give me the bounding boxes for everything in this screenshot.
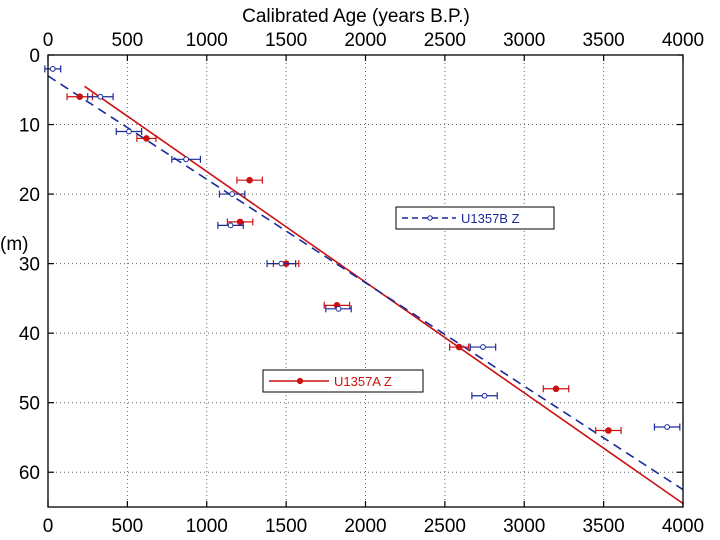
x-tick-label-bottom: 3000 (503, 516, 545, 537)
point-u1357b (653, 423, 681, 431)
point-u1357b (325, 305, 352, 313)
point-u1357b (217, 221, 244, 229)
marker (480, 344, 486, 350)
marker (455, 343, 463, 351)
grid-lines (48, 55, 683, 507)
fit-lines (47, 75, 684, 505)
point-u1357b (218, 190, 246, 198)
point-u1357b (471, 392, 498, 400)
legend-u1357b: U1357B Z (395, 206, 555, 230)
marker (236, 218, 244, 226)
legend-marker (427, 215, 433, 221)
x-tick-label-top: 1000 (186, 30, 228, 51)
point-u1357a (449, 343, 470, 351)
point-u1357b (87, 93, 114, 101)
x-tick-label-bottom: 0 (43, 516, 54, 537)
marker (278, 260, 285, 267)
marker (481, 392, 488, 399)
marker (126, 128, 132, 135)
x-tick-label-bottom: 1500 (265, 516, 307, 537)
data-points (44, 65, 681, 435)
marker (552, 385, 560, 393)
axis-ticks: 0050050010001000150015002000200025002500… (19, 30, 704, 537)
point-u1357b (44, 65, 62, 73)
legend-u1357a: U1357A Z (262, 369, 424, 393)
x-tick-label-bottom: 4000 (662, 516, 704, 537)
point-u1357a (542, 385, 570, 393)
y-axis-title: (m) (0, 234, 28, 255)
legend-marker (296, 377, 304, 385)
point-u1357a (136, 134, 157, 142)
y-tick-label: 30 (19, 255, 40, 276)
x-tick-label-bottom: 1000 (186, 516, 228, 537)
marker (49, 66, 56, 72)
marker (335, 305, 342, 312)
y-tick-label: 60 (19, 463, 40, 484)
point-u1357a (595, 427, 622, 435)
point-u1357b (171, 155, 201, 163)
point-u1357a (236, 176, 263, 184)
marker (229, 191, 236, 197)
legend-label: U1357B Z (461, 211, 520, 226)
marker (227, 222, 234, 229)
y-tick-label: 20 (19, 185, 40, 206)
legend-box (262, 369, 424, 393)
x-tick-label-bottom: 2000 (344, 516, 386, 537)
legend-box (395, 206, 555, 230)
y-tick-label: 10 (19, 116, 40, 137)
y-tick-label: 40 (19, 324, 40, 345)
point-u1357b (266, 260, 297, 268)
marker (246, 176, 253, 184)
x-tick-label-top: 3000 (503, 30, 545, 51)
y-tick-label: 50 (19, 394, 40, 415)
fit-line-u1357b (47, 75, 684, 491)
point-u1357b (469, 343, 497, 351)
marker (183, 156, 190, 163)
x-tick-label-bottom: 500 (112, 516, 144, 537)
x-tick-label-top: 2000 (344, 30, 386, 51)
x-axis-title: Calibrated Age (years B.P.) (242, 6, 470, 27)
x-tick-label-top: 500 (112, 30, 144, 51)
legend-label: U1357A Z (334, 374, 392, 389)
x-tick-label-top: 0 (43, 30, 54, 51)
x-tick-label-bottom: 3500 (582, 516, 624, 537)
point-u1357b (115, 127, 143, 135)
y-tick-label: 0 (29, 46, 40, 67)
marker (76, 93, 84, 101)
marker (143, 135, 150, 142)
x-tick-label-top: 4000 (662, 30, 704, 51)
marker (97, 93, 104, 100)
x-tick-label-top: 2500 (424, 30, 466, 51)
point-u1357a (226, 218, 254, 226)
marker (664, 424, 671, 430)
marker (605, 427, 612, 434)
x-tick-label-top: 1500 (265, 30, 307, 51)
x-tick-label-bottom: 2500 (424, 516, 466, 537)
x-tick-label-top: 3500 (582, 30, 624, 51)
fit-line-u1357a (84, 85, 684, 505)
